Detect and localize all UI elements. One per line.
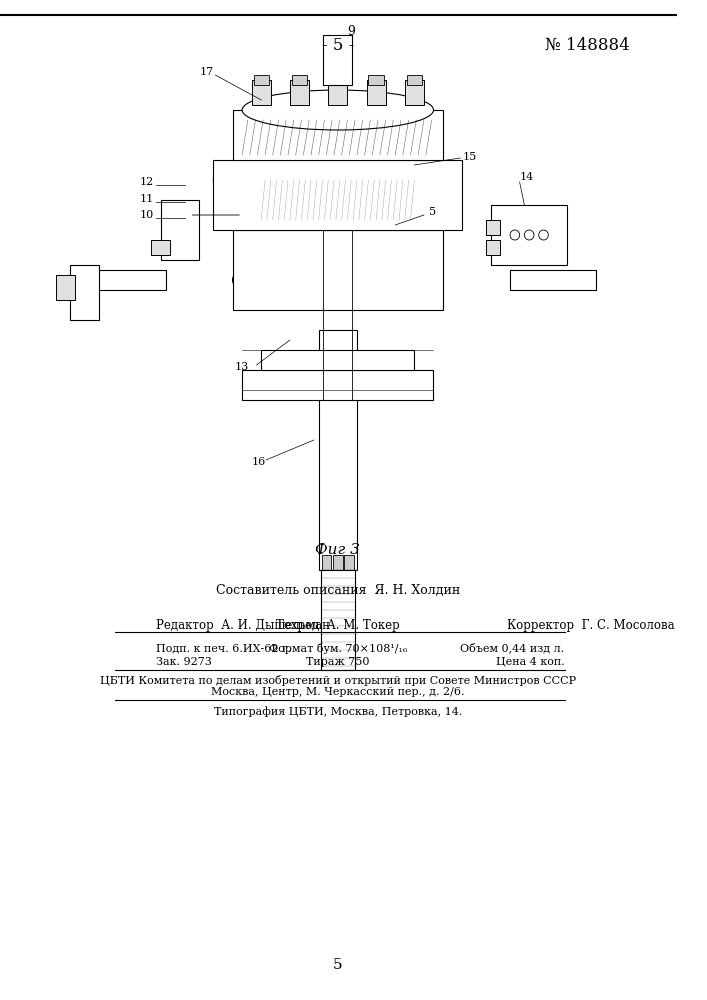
Text: Зак. 9273: Зак. 9273: [156, 657, 212, 667]
Text: Редактор  А. И. Дышельман: Редактор А. И. Дышельман: [156, 618, 330, 632]
Text: Цена 4 коп.: Цена 4 коп.: [496, 657, 565, 667]
Text: 11: 11: [139, 194, 153, 204]
Bar: [323, 35, 352, 85]
Text: 14: 14: [520, 172, 534, 182]
Bar: [70, 270, 165, 290]
Text: Тираж 750: Тираж 750: [306, 657, 370, 667]
Text: 10: 10: [139, 210, 153, 220]
Ellipse shape: [214, 155, 462, 205]
Bar: [491, 205, 568, 265]
Circle shape: [525, 230, 534, 240]
Bar: [214, 160, 462, 230]
Circle shape: [539, 230, 549, 240]
Bar: [328, 80, 347, 105]
Text: Составитель описания  Я. Н. Холдин: Составитель описания Я. Н. Холдин: [216, 584, 460, 596]
Bar: [151, 240, 170, 255]
Text: Москва, Центр, М. Черкасский пер., д. 2/6.: Москва, Центр, М. Черкасский пер., д. 2/…: [211, 687, 464, 697]
Text: 9: 9: [347, 25, 355, 38]
Text: Типография ЦБТИ, Москва, Петровка, 14.: Типография ЦБТИ, Москва, Петровка, 14.: [214, 707, 462, 717]
Bar: [290, 80, 309, 105]
Text: Техред  А. М. Токер: Техред А. М. Токер: [276, 618, 399, 632]
Bar: [486, 220, 501, 235]
Bar: [486, 240, 501, 255]
Bar: [254, 75, 269, 85]
Bar: [330, 75, 346, 85]
Bar: [242, 370, 433, 400]
Text: № 148884: № 148884: [545, 36, 630, 53]
Bar: [252, 80, 271, 105]
Bar: [510, 270, 596, 290]
Bar: [333, 555, 343, 570]
Text: 16: 16: [252, 457, 266, 467]
Bar: [405, 80, 424, 105]
Bar: [233, 110, 443, 160]
Circle shape: [510, 230, 520, 240]
Bar: [407, 75, 422, 85]
Bar: [319, 330, 357, 570]
Text: 5: 5: [333, 958, 343, 972]
Text: ЦБТИ Комитета по делам изобретений и открытий при Совете Министров СССР: ЦБТИ Комитета по делам изобретений и отк…: [100, 674, 576, 686]
Text: Подп. к печ. 6.ИХ-62 г.: Подп. к печ. 6.ИХ-62 г.: [156, 643, 291, 653]
Bar: [160, 200, 199, 260]
Text: 15: 15: [462, 152, 477, 162]
Text: - 5 -: - 5 -: [322, 36, 354, 53]
Bar: [366, 80, 385, 105]
Ellipse shape: [242, 90, 433, 130]
Bar: [56, 275, 75, 300]
Bar: [322, 555, 331, 570]
Text: 12: 12: [139, 177, 153, 187]
Bar: [320, 570, 355, 670]
Text: Корректор  Г. С. Мосолова: Корректор Г. С. Мосолова: [507, 618, 674, 632]
Bar: [344, 555, 354, 570]
Text: Фиг 3: Фиг 3: [315, 543, 361, 557]
Text: Объем 0,44 изд л.: Объем 0,44 изд л.: [460, 643, 565, 653]
Text: 13: 13: [235, 362, 250, 372]
Bar: [292, 75, 307, 85]
Text: 5: 5: [428, 207, 436, 217]
Bar: [262, 350, 414, 370]
Bar: [233, 230, 443, 310]
Ellipse shape: [233, 250, 443, 310]
Bar: [368, 75, 384, 85]
Bar: [70, 265, 98, 320]
Text: Формат бум. 70×108¹/₁₆: Формат бум. 70×108¹/₁₆: [269, 643, 407, 654]
Text: 17: 17: [199, 67, 214, 77]
